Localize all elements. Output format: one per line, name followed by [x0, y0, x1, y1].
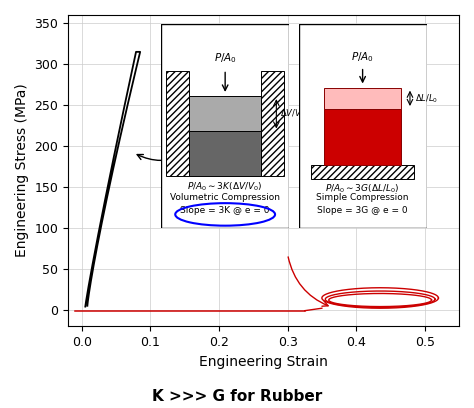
Bar: [189, 96, 261, 131]
Bar: [261, 71, 284, 176]
Text: $\Delta L/L_0$: $\Delta L/L_0$: [415, 92, 438, 104]
X-axis label: Engineering Strain: Engineering Strain: [199, 355, 328, 368]
Text: $P/A_0 \sim 3G(\Delta L/L_0)$: $P/A_0 \sim 3G(\Delta L/L_0)$: [326, 182, 400, 195]
Bar: [324, 109, 401, 165]
Text: Simple Compression: Simple Compression: [316, 193, 409, 202]
Text: Slope = 3G @ e = 0: Slope = 3G @ e = 0: [317, 206, 408, 215]
Text: $\Delta V/V_0$: $\Delta V/V_0$: [280, 108, 306, 120]
Bar: [189, 131, 261, 176]
Y-axis label: Engineering Stress (MPa): Engineering Stress (MPa): [15, 84, 29, 257]
Text: Slope = 3K @ e = 0: Slope = 3K @ e = 0: [181, 206, 270, 215]
Text: Volumetric Compression: Volumetric Compression: [170, 193, 280, 202]
Text: K >>> G for Rubber: K >>> G for Rubber: [152, 389, 322, 404]
Bar: [324, 88, 401, 109]
Text: $P/A_0 \sim 3K(\Delta V/V_0)$: $P/A_0 \sim 3K(\Delta V/V_0)$: [187, 181, 263, 193]
Text: $P/A_0$: $P/A_0$: [351, 50, 374, 64]
Bar: [311, 165, 414, 179]
Bar: [166, 71, 189, 176]
Text: $P/A_0$: $P/A_0$: [214, 51, 237, 65]
